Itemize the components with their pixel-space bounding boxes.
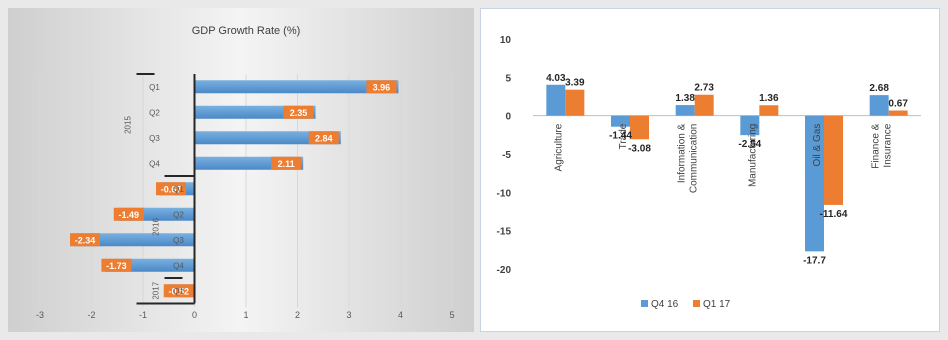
value-label-box <box>283 105 314 119</box>
data-label: 2.73 <box>694 83 714 94</box>
bar <box>759 105 779 116</box>
value-label: 2.84 <box>315 133 333 143</box>
group-label: 2016 <box>152 218 161 236</box>
category-label-line: Agriculture <box>553 123 564 171</box>
gdp-growth-chart-panel: GDP Growth Rate (%) 3.96 2.35 2.84 2.11 -0.6… <box>8 8 474 332</box>
group-label: 2015 <box>124 116 133 134</box>
category-label: Q3 <box>149 134 160 143</box>
category-label: Q2 <box>149 108 160 117</box>
bar <box>740 115 760 136</box>
chart-background <box>8 8 474 332</box>
sector-growth-chart-panel: 10 5 0 -5 -10 -15 -20 Agriculture Trade Informat… <box>480 8 940 332</box>
category-label-line: Finance & <box>871 123 882 168</box>
value-label: -1.73 <box>106 261 127 271</box>
bar <box>869 95 889 116</box>
bar <box>611 115 630 127</box>
value-label-box <box>69 233 100 247</box>
x-tick-label: -3 <box>36 310 44 320</box>
bar <box>888 110 908 116</box>
category-label: Information &Communication <box>677 123 700 193</box>
category-label: Q3 <box>173 236 184 245</box>
value-label: 2.11 <box>278 159 295 169</box>
category-label: Finance &Insurance <box>871 123 894 168</box>
category-label: Q1 <box>173 185 184 194</box>
legend-label: Q1 17 <box>703 299 731 310</box>
value-label-box <box>155 182 186 196</box>
data-label: -2.54 <box>738 139 761 150</box>
y-tick-label: 0 <box>505 112 511 123</box>
value-label: 3.96 <box>373 82 391 92</box>
y-tick-label: -20 <box>497 265 512 276</box>
value-label: -1.49 <box>119 210 140 220</box>
bar <box>805 115 824 252</box>
category-label-line: Communication <box>689 124 700 193</box>
data-label: 0.67 <box>888 99 908 110</box>
gdp-growth-chart: GDP Growth Rate (%) 3.96 2.35 2.84 2.11 -0.6… <box>8 8 474 332</box>
value-label-box <box>271 156 302 170</box>
bar <box>565 89 585 116</box>
category-label: Q2 <box>173 210 184 219</box>
category-label-line: Oil & Gas <box>812 124 823 167</box>
x-tick-label: -1 <box>139 310 147 320</box>
y-tick-label: 10 <box>500 35 512 46</box>
x-tick-label: 3 <box>346 310 351 320</box>
bar <box>194 80 399 94</box>
legend: Q4 16 Q1 17 <box>641 299 731 310</box>
category-label-line: Insurance <box>883 123 894 167</box>
category-label: Q4 <box>173 261 184 270</box>
value-label-box <box>308 131 339 145</box>
x-tick-label: 5 <box>449 310 454 320</box>
bar <box>694 94 714 116</box>
bar <box>73 233 195 247</box>
legend-swatch <box>641 300 648 307</box>
data-label: 4.03 <box>546 73 566 84</box>
y-tick-label: -5 <box>502 150 511 161</box>
x-tick-label: 2 <box>295 310 300 320</box>
data-label: -17.7 <box>803 255 826 266</box>
data-label: -11.64 <box>820 209 848 220</box>
category-label: Agriculture <box>553 123 564 171</box>
group-label: 2017 <box>152 281 161 299</box>
legend-label: Q4 16 <box>651 299 679 310</box>
category-label: Q1 <box>149 83 160 92</box>
x-tick-label: 0 <box>192 310 197 320</box>
category-label: Manufacturing <box>747 124 758 187</box>
value-label-box <box>101 258 132 272</box>
value-label: 2.35 <box>290 108 308 118</box>
value-label-box <box>366 80 397 94</box>
category-label: Trade <box>618 123 629 149</box>
data-label: 3.39 <box>565 78 585 89</box>
category-label: Q4 <box>149 159 160 168</box>
y-tick-label: 5 <box>505 73 511 84</box>
value-label: -0.67 <box>161 184 182 194</box>
category-label-line: Information & <box>677 123 688 183</box>
x-tick-label: -2 <box>87 310 95 320</box>
legend-swatch <box>693 300 700 307</box>
sector-growth-chart: 10 5 0 -5 -10 -15 -20 Agriculture Trade Informat… <box>497 35 921 310</box>
x-tick-label: 4 <box>398 310 403 320</box>
data-label: 1.36 <box>759 93 779 104</box>
bar <box>675 105 695 116</box>
x-tick-label: 1 <box>243 310 248 320</box>
data-label: -1.44 <box>609 131 632 142</box>
category-label: Oil & Gas <box>812 124 823 167</box>
y-tick-label: -15 <box>497 227 512 238</box>
chart-title: GDP Growth Rate (%) <box>192 25 301 37</box>
category-label-line: Trade <box>618 123 629 149</box>
bar <box>546 84 566 116</box>
category-label-line: Manufacturing <box>747 124 758 187</box>
value-label-box <box>163 284 194 298</box>
data-label: 2.68 <box>869 83 889 94</box>
value-label: -2.34 <box>75 235 96 245</box>
value-label: -0.52 <box>168 286 189 296</box>
bar <box>630 115 649 140</box>
value-label-box <box>113 207 144 221</box>
category-label: Q1 <box>173 287 184 296</box>
bar <box>194 131 341 145</box>
y-tick-label: -10 <box>497 188 512 199</box>
data-label: 1.38 <box>675 93 695 104</box>
bar <box>824 115 843 205</box>
data-label: -3.08 <box>628 143 651 154</box>
